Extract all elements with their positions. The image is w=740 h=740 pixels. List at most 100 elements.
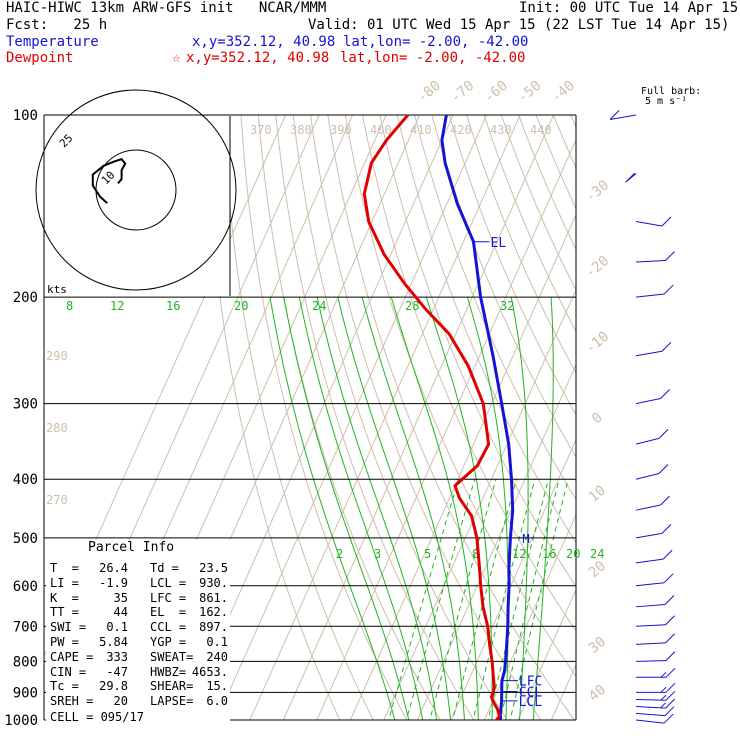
parcel-info-cell-text: 5.84 <box>99 635 128 649</box>
wind-barb-staff <box>635 624 666 627</box>
parcel-info-cell-text: 6.0 <box>206 694 228 709</box>
parcel-info-cell-text: 0.1 <box>106 620 128 635</box>
pressure-tick-label: 800 <box>13 654 38 670</box>
wind-barb-staff <box>635 558 664 564</box>
pressure-tick-label: 100 <box>13 108 38 124</box>
parcel-info-cell-text: -47 <box>106 664 128 679</box>
mixing-ratio-label: 5 <box>424 547 431 561</box>
wind-barb <box>635 341 672 357</box>
isotherm-label: -80 <box>414 78 444 107</box>
parcel-info-cell-text: 897. <box>199 620 228 635</box>
parcel-info-row: K = 35 LFC = 861. <box>46 590 230 606</box>
wind-barb-staff <box>635 398 661 405</box>
wind-barb-flag <box>660 495 670 506</box>
mixing-ratio-label: 16 <box>542 547 556 561</box>
parcel-info-row: PW = 5.84 YGP = 0.1 <box>46 636 230 650</box>
isotherm-label: 0 <box>589 410 606 428</box>
wind-barb-staff <box>635 437 660 445</box>
wind-barb <box>636 667 676 678</box>
parcel-info-cell-text: 861. <box>199 590 228 605</box>
parcel-info-cell-text: SREH = <box>50 694 94 709</box>
dry-adiabat-line <box>362 115 576 632</box>
theta-label-left: 280 <box>46 421 68 435</box>
moist-adiabat-label: 20 <box>234 299 248 313</box>
mixing-ratio-label: 8 <box>472 547 479 561</box>
isotherm-label: -10 <box>583 329 613 358</box>
parcel-info-row: SREH = 20 LAPSE= 6.0 <box>46 695 230 709</box>
wind-barb <box>635 495 670 511</box>
wind-barb <box>635 633 675 645</box>
parcel-info-cell-text: CAPE = <box>50 649 94 664</box>
mixing-ratio-line <box>472 479 536 720</box>
legend-dewpoint-star-icon: ☆ <box>172 50 181 66</box>
isotherm-line <box>215 115 488 720</box>
moist-adiabat-line <box>425 296 493 720</box>
header-forecast-hour: Fcst: 25 h <box>6 17 108 33</box>
parcel-info-row: LI = -1.9 LCL = 930. <box>46 576 230 591</box>
parcel-info-cell-text: SHEAR= <box>150 679 194 694</box>
melting-level-marker: M <box>522 532 529 546</box>
sounding-profiles <box>362 115 515 720</box>
parcel-info-panel: Parcel Info T = 26.4 Td = 23.5 LI = -1.9 LCL =… <box>46 540 230 726</box>
dry-adiabat-line <box>552 115 576 170</box>
moist-adiabat-label: 24 <box>312 299 326 313</box>
hodograph-bg <box>45 116 230 296</box>
parcel-info-cell-text: K = <box>50 590 79 605</box>
parcel-info-cell-text: Td = <box>150 561 179 575</box>
theta-label-top: 400 <box>370 123 392 137</box>
mixing-ratio-label: 12 <box>512 547 526 561</box>
wind-barb <box>635 706 675 717</box>
lfc-marker: LFC <box>519 675 542 690</box>
wind-barb-flag <box>664 595 675 605</box>
isotherm-label: -20 <box>583 253 613 282</box>
moist-adiabat-line <box>510 297 529 720</box>
wind-barb-flag <box>661 216 672 227</box>
wind-barb-flag <box>665 651 676 661</box>
wind-barb-flag <box>662 549 673 560</box>
wind-barb <box>635 389 670 405</box>
parcel-info-cell-text: LFC = <box>150 590 187 605</box>
isotherm-line <box>517 588 576 720</box>
moist-adiabat-label: 8 <box>66 299 73 313</box>
wind-barb-flag <box>665 698 675 709</box>
moist-adiabat-line <box>361 296 465 720</box>
moist-adiabat-line <box>532 297 554 720</box>
pressure-tick-label: 500 <box>13 531 38 547</box>
wind-barb-staff <box>635 719 665 724</box>
theta-label-left: 270 <box>46 493 68 507</box>
hodograph-ring-25 <box>35 89 237 291</box>
parcel-info-cell: CELL = 095/17 <box>50 710 144 724</box>
mixing-ratio-line <box>509 479 569 720</box>
moist-adiabat-line <box>283 297 410 720</box>
wind-barb <box>635 595 675 608</box>
parcel-info-cell-text: 29.8 <box>99 679 128 694</box>
wind-barb-staff <box>635 642 666 645</box>
mixing-ratio-line <box>452 479 517 720</box>
hodograph-unit-label: kts <box>47 283 67 296</box>
wind-barb-half-flag <box>660 686 667 693</box>
moist-adiabat-line <box>269 297 396 720</box>
moist-adiabat-line <box>390 296 479 720</box>
wind-barb <box>635 615 675 627</box>
pressure-tick-label: 1000 <box>4 713 38 729</box>
isotherm-label: 40 <box>586 682 609 705</box>
wind-barb-column <box>609 110 676 724</box>
wind-barb-flag <box>665 633 675 644</box>
mixing-ratio-line <box>429 479 497 720</box>
wind-barb-flag <box>665 690 676 701</box>
wind-barb <box>635 698 675 709</box>
parcel-info-row: TT = 44 EL = 162. <box>46 606 230 620</box>
header-model-title: HAIC-HIWC 13km ARW-GFS init NCAR/MMM <box>6 0 327 16</box>
wind-barb-flag <box>609 110 620 120</box>
mixing-ratio-label: 2 <box>336 547 343 561</box>
parcel-info-row: T = 26.4 Td = 23.5 <box>46 562 230 576</box>
wind-barb-flag <box>665 682 676 693</box>
parcel-info-cell-text: 333 <box>106 649 128 664</box>
dewpoint-profile-line <box>362 115 502 720</box>
theta-label-top: 430 <box>490 123 512 137</box>
isotherm-label: 30 <box>586 634 609 657</box>
